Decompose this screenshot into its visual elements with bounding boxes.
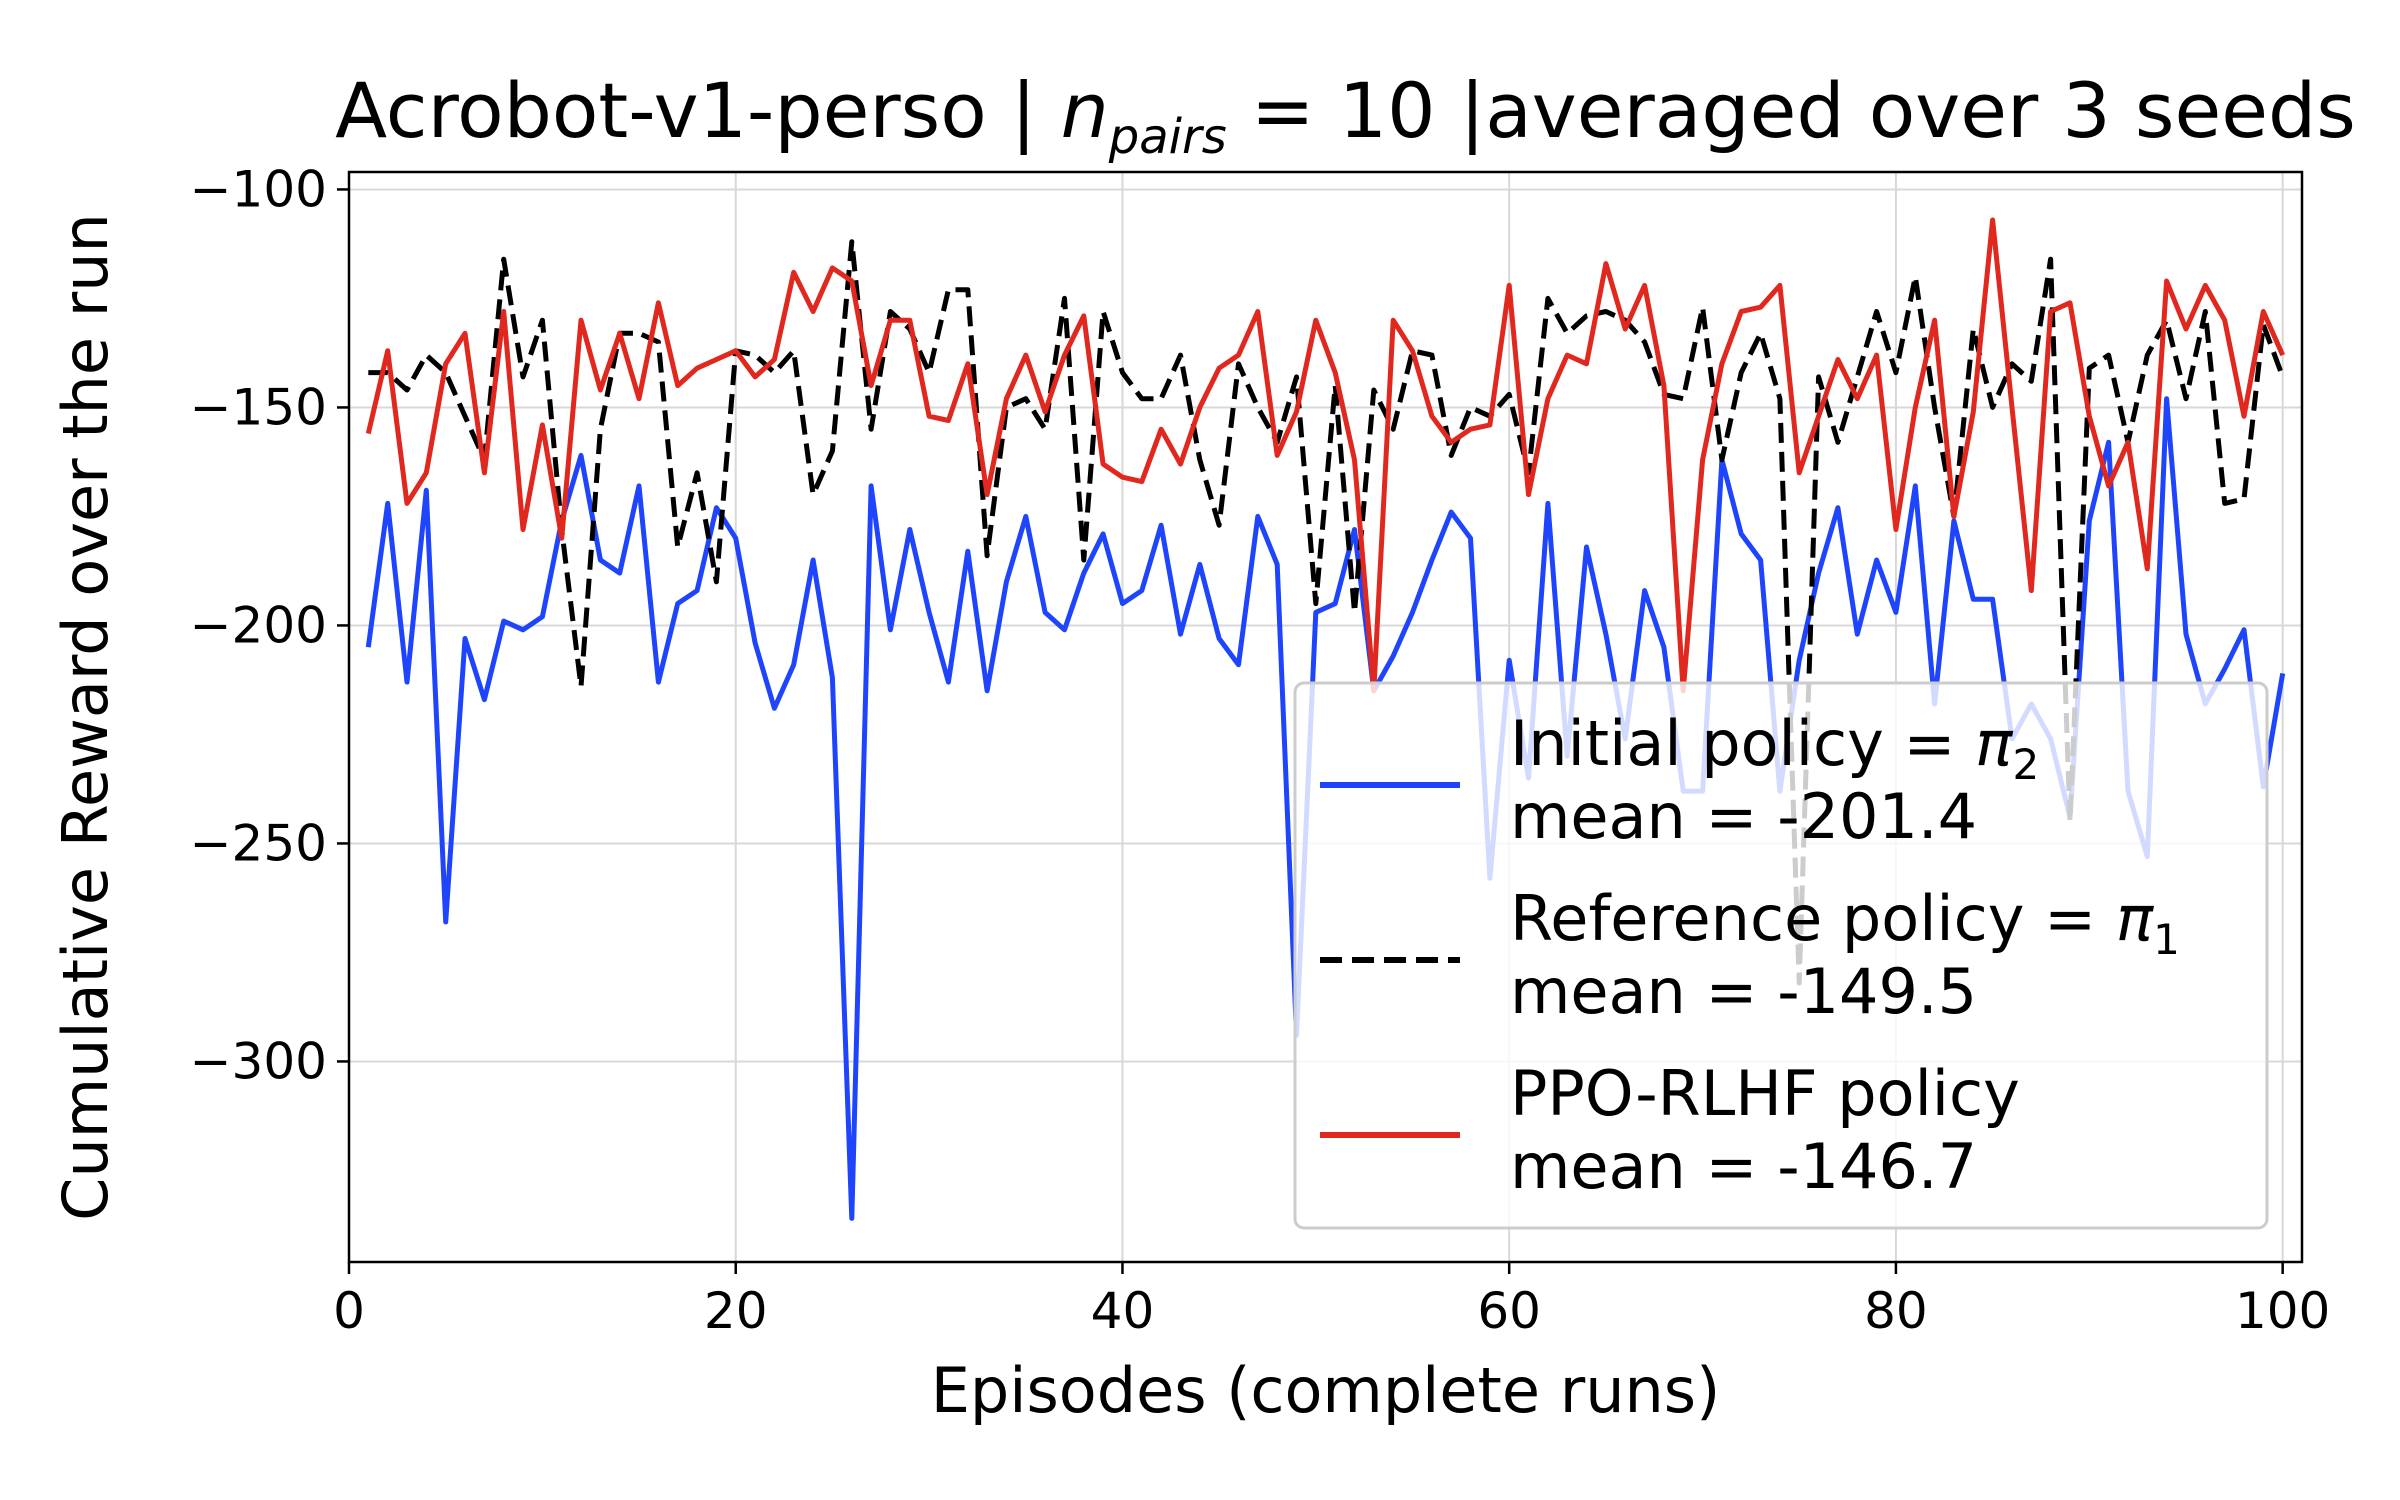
y-tick-label: −100	[190, 160, 327, 218]
x-tick-label: 40	[1091, 1282, 1155, 1340]
x-axis-title: Episodes (complete runs)	[931, 1354, 1721, 1427]
chart-title-subscript: pairs	[1108, 109, 1227, 165]
legend-mean-2: mean = -149.5	[1510, 955, 1977, 1028]
legend-label-variable: π	[2116, 882, 2155, 955]
chart-title-variable: n	[1061, 66, 1109, 155]
legend-label-1: Initial policy = π2	[1510, 707, 2039, 789]
chart-title-suffix: = 10 |averaged over 3 seeds	[1227, 66, 2356, 156]
x-tick-label: 0	[333, 1282, 365, 1340]
y-tick-label: −150	[190, 378, 327, 436]
x-tick-label: 100	[2235, 1282, 2330, 1340]
axis-ticks: 0 20 40 60 80 100 −100 −150 −200 −250 −300	[190, 160, 2331, 1340]
legend-label-subscript: 2	[2012, 740, 2039, 789]
x-tick-label: 80	[1864, 1282, 1928, 1340]
series-line-3	[365, 217, 2285, 694]
plot-frame	[347, 170, 2304, 1264]
series-line-2	[368, 239, 2286, 986]
y-tick-label: −250	[190, 814, 327, 872]
legend-box	[1293, 681, 2269, 1230]
legend-label-3: PPO-RLHF policy	[1510, 1057, 2020, 1130]
legend-label-subscript: 1	[2153, 915, 2180, 964]
x-tick-label: 20	[704, 1282, 768, 1340]
legend-label-2: Reference policy = π1	[1510, 882, 2180, 964]
legend-label-text: Reference policy =	[1510, 882, 2116, 955]
chart-title: Acrobot-v1-perso | npairs = 10 |averaged…	[335, 66, 2356, 165]
series-line-1	[365, 396, 2286, 1221]
y-tick-label: −200	[190, 596, 327, 654]
legend-label-text: PPO-RLHF policy	[1510, 1057, 2020, 1130]
legend-label-text: Initial policy =	[1510, 707, 1975, 780]
legend-mean-3: mean = -146.7	[1510, 1130, 1977, 1203]
x-tick-label: 60	[1477, 1282, 1541, 1340]
series-lines	[365, 217, 2286, 1221]
y-axis-title: Cumulative Reward over the run	[49, 213, 122, 1221]
legend: Initial policy = π2 mean = -201.4Referen…	[1293, 681, 2269, 1230]
legend-label-variable: π	[1975, 707, 2014, 780]
legend-mean-1: mean = -201.4	[1510, 780, 1977, 853]
chart-title-prefix: Acrobot-v1-perso |	[335, 66, 1060, 156]
y-tick-label: −300	[190, 1032, 327, 1090]
